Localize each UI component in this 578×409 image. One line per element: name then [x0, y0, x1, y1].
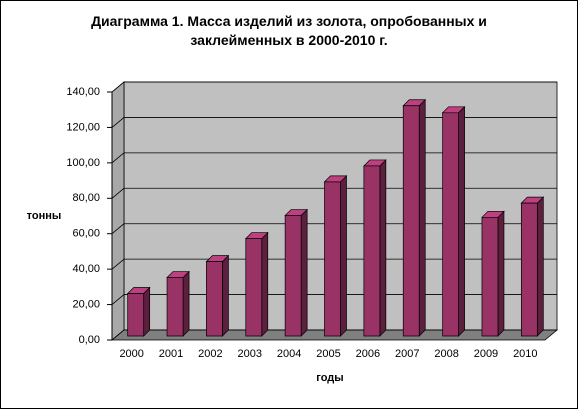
grid-line — [111, 152, 125, 164]
bar — [441, 105, 466, 337]
x-tick-label: 2000 — [119, 348, 143, 360]
grid-line — [111, 294, 125, 305]
bar-front — [127, 293, 145, 337]
bar-side — [143, 286, 151, 337]
x-tick-label: 2010 — [513, 348, 537, 360]
bar-side — [182, 270, 190, 337]
bar-front — [166, 277, 184, 337]
side-wall — [111, 81, 125, 341]
bar-side — [497, 210, 505, 337]
bar — [284, 208, 308, 337]
y-tick-label: 100,00 — [66, 157, 100, 169]
bar-front — [245, 238, 263, 337]
y-tick-label: 0,00 — [79, 334, 100, 346]
bar-side — [458, 105, 465, 337]
y-tick-label: 60,00 — [72, 228, 100, 240]
x-tick-label: 2005 — [316, 348, 340, 360]
y-axis-title: тонны — [27, 210, 62, 222]
x-tick-label: 2008 — [434, 348, 458, 360]
chart-title: Диаграмма 1. Масса изделий из золота, оп… — [91, 13, 487, 48]
grid-line — [111, 329, 125, 341]
grid-line — [111, 117, 125, 128]
bar — [323, 175, 348, 337]
x-tick-label: 2009 — [474, 348, 498, 360]
x-tick-label: 2004 — [277, 348, 301, 360]
bar-front — [363, 165, 381, 337]
bar — [126, 286, 151, 337]
grid-line — [111, 81, 125, 93]
bar — [481, 210, 505, 337]
y-tick-label: 120,00 — [66, 121, 100, 133]
bar-front — [402, 105, 420, 337]
bar — [363, 159, 387, 337]
y-tick-label: 140,00 — [66, 86, 100, 98]
bar-side — [536, 196, 544, 337]
bar-front — [442, 112, 459, 337]
bar-side — [222, 254, 229, 337]
bar-side — [261, 231, 269, 337]
bar — [520, 196, 545, 337]
grid-line — [111, 187, 125, 199]
bar-front — [481, 216, 499, 337]
y-tick-label: 80,00 — [72, 192, 100, 204]
x-tick-label: 2001 — [159, 348, 183, 360]
bar-side — [379, 159, 387, 337]
bar-side — [300, 208, 308, 337]
bar-front — [284, 215, 302, 337]
y-tick-label: 40,00 — [72, 263, 100, 275]
y-tick-label: 20,00 — [72, 298, 100, 310]
x-tick-label: 2006 — [356, 348, 380, 360]
bar-front — [520, 202, 538, 337]
bar — [402, 98, 427, 337]
bar — [244, 231, 269, 337]
bar-side — [418, 98, 426, 337]
bar — [166, 270, 190, 337]
x-tick-label: 2003 — [238, 348, 262, 360]
bar — [205, 254, 230, 337]
x-tick-label: 2007 — [395, 348, 419, 360]
bar-front — [206, 261, 223, 337]
bar-front — [324, 181, 341, 337]
x-axis-title: годы — [316, 372, 343, 384]
bar-side — [340, 175, 347, 337]
x-tick-label: 2002 — [198, 348, 222, 360]
grid-line — [111, 258, 125, 270]
grid-line — [111, 223, 125, 235]
